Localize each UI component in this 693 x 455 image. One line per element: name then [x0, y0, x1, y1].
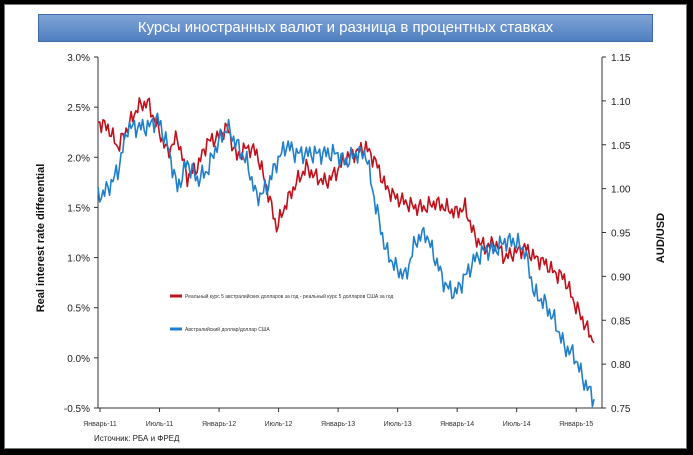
- y-left-axis-title: Real interest rate differential: [35, 164, 47, 313]
- source-note: Источник: РБА и ФРЕД: [94, 434, 180, 443]
- left-tick-label: 2.0%: [67, 153, 90, 164]
- x-tick-label: Январь-13: [321, 421, 355, 428]
- left-tick-label: 0.0%: [67, 354, 90, 365]
- right-tick-label: 1.15: [611, 53, 631, 64]
- legend-label-1: Реальный курс 5 австралийских долларов з…: [185, 293, 393, 300]
- chart-title: Курсы иностранных валют и разница в проц…: [38, 14, 653, 42]
- right-tick-label: 0.95: [611, 229, 631, 240]
- x-tick-label: Январь-12: [202, 421, 236, 428]
- x-tick-label: Июль-13: [384, 421, 412, 428]
- left-tick-label: 2.5%: [67, 103, 90, 114]
- right-tick-label: 1.05: [611, 141, 631, 152]
- right-tick-label: 0.75: [611, 404, 631, 415]
- y-right-axis-title: AUD/USD: [655, 213, 667, 263]
- x-tick-label: Июль-14: [503, 421, 531, 428]
- legend: Реальный курс 5 австралийских долларов з…: [170, 293, 393, 333]
- right-tick-label: 1.00: [611, 185, 631, 196]
- series-line-1: [97, 97, 595, 344]
- x-tick-label: Январь-15: [559, 421, 593, 428]
- left-tick-label: 1.0%: [67, 254, 90, 265]
- right-tick-label: 0.90: [611, 272, 631, 283]
- x-tick-label: Январь-11: [83, 421, 117, 428]
- legend-label-2: Австралийский доллар/доллар США: [185, 326, 270, 333]
- chart-frame: [4, 4, 687, 449]
- left-tick-label: 0.5%: [67, 304, 90, 315]
- right-tick-label: 0.85: [611, 316, 631, 327]
- x-tick-label: Июль-12: [265, 421, 293, 428]
- left-tick-label: 3.0%: [67, 53, 90, 64]
- right-tick-label: 0.80: [611, 360, 631, 371]
- left-tick-label: -0.5%: [64, 404, 90, 415]
- left-tick-label: 1.5%: [67, 203, 90, 214]
- right-tick-label: 1.10: [611, 97, 631, 108]
- x-tick-label: Июль-11: [146, 421, 174, 428]
- series-line-2: [97, 112, 595, 408]
- chart-axes: -0.5% 0.0% 0.5% 1.0% 1.5% 2.0% 2.5% 3.0% 0.75 0.8…: [35, 53, 667, 428]
- series-layer: [97, 97, 595, 408]
- x-tick-label: Январь-14: [440, 421, 474, 428]
